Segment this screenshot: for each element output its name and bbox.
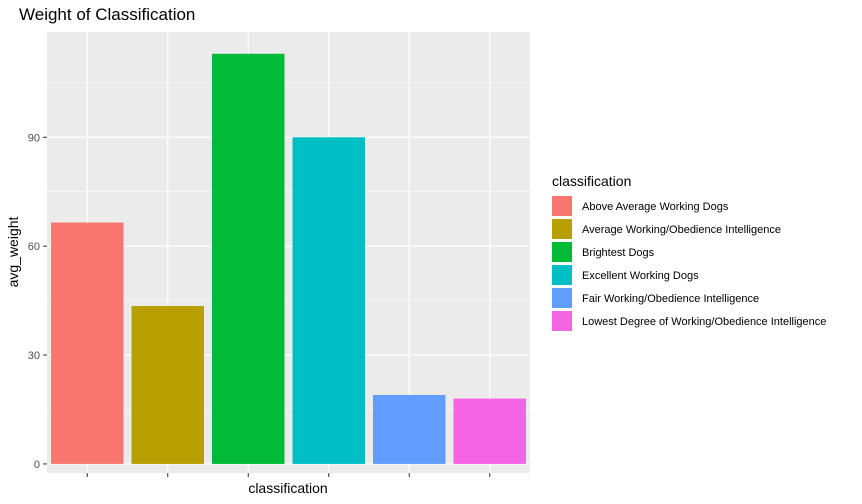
bar <box>373 394 446 464</box>
legend-label: Fair Working/Obedience Intelligence <box>582 293 759 305</box>
y-tick-label: 30 <box>28 350 40 362</box>
legend-key <box>552 196 572 216</box>
bars <box>51 53 526 464</box>
legend-key <box>552 265 572 285</box>
legend-key <box>552 219 572 239</box>
y-axis-title: avg_weight <box>5 216 21 287</box>
legend-title: classification <box>552 173 631 189</box>
legend-label: Brightest Dogs <box>582 247 655 259</box>
legend-label: Excellent Working Dogs <box>582 270 699 282</box>
axes: 0 30 60 90 <box>28 132 491 477</box>
legend-label: Above Average Working Dogs <box>582 201 729 213</box>
plot-panel <box>47 32 530 473</box>
legend-key <box>552 288 572 308</box>
y-tick-label: 0 <box>34 459 40 471</box>
bar <box>453 398 526 464</box>
legend-label: Lowest Degree of Working/Obedience Intel… <box>582 316 826 328</box>
bar <box>292 137 365 464</box>
bar <box>131 306 204 464</box>
chart-title: Weight of Classification <box>19 5 195 24</box>
y-tick-label: 90 <box>28 132 40 144</box>
legend-items: Above Average Working Dogs Average Workin… <box>552 196 826 331</box>
y-tick-label: 60 <box>28 241 40 253</box>
bar <box>51 222 124 464</box>
x-axis-title: classification <box>248 480 327 496</box>
legend-label: Average Working/Obedience Intelligence <box>582 224 781 236</box>
bar <box>212 53 285 464</box>
legend: classification Above Average Working Dog… <box>552 173 826 331</box>
legend-key <box>552 311 572 331</box>
legend-key <box>552 242 572 262</box>
